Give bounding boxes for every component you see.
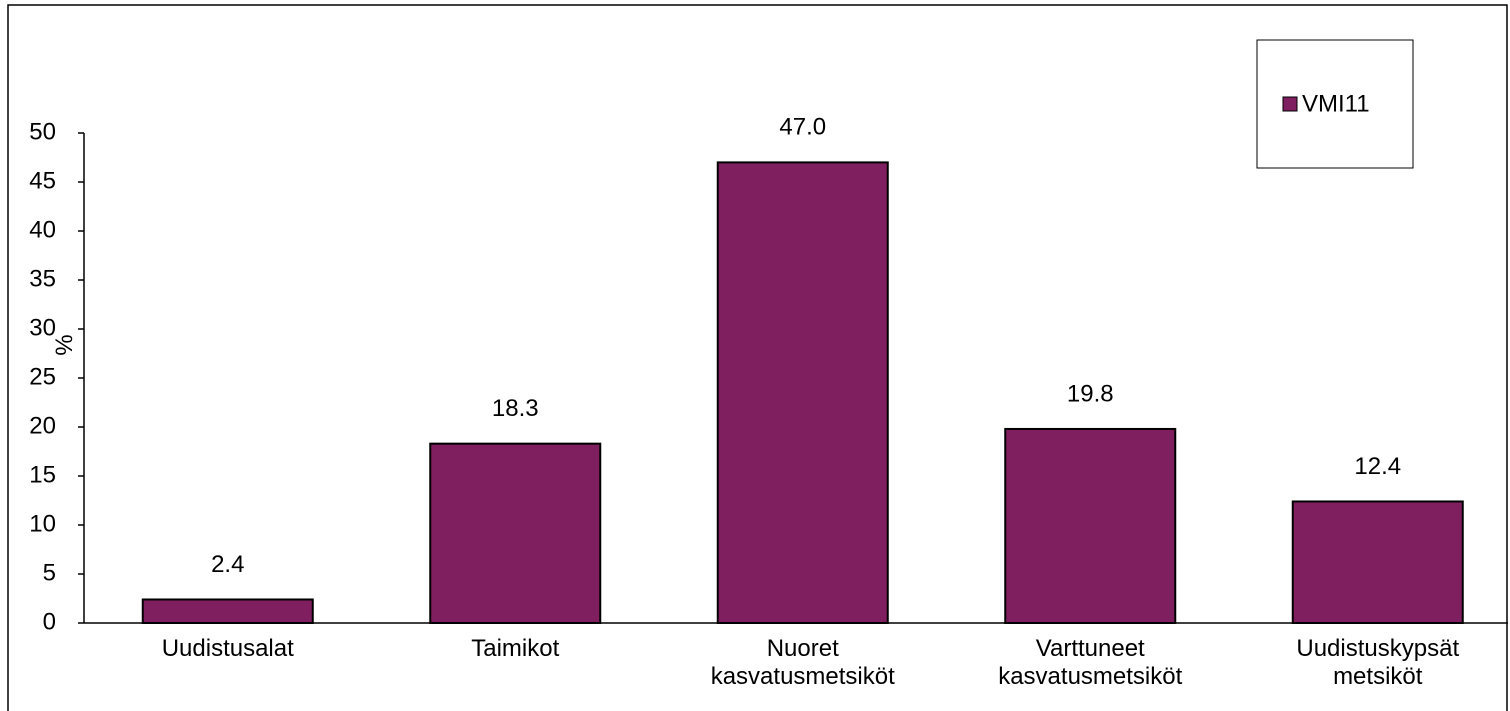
- legend-label: VMI11: [1302, 90, 1370, 117]
- data-label: 19.8: [1067, 380, 1114, 407]
- bar: [429, 442, 602, 624]
- y-tick-label: 10: [29, 510, 56, 537]
- legend-swatch: [1282, 96, 1298, 112]
- y-tick-label: 25: [29, 363, 56, 390]
- frame: [7, 4, 1508, 711]
- y-tick-label: 0: [43, 608, 56, 635]
- y-tick-label: 40: [29, 216, 56, 243]
- x-tick-label: Nuoret kasvatusmetsiköt: [710, 635, 895, 690]
- y-tick-label: 50: [29, 118, 56, 145]
- y-tick-label: 30: [29, 314, 56, 341]
- bar: [141, 598, 314, 624]
- x-tick-label: Varttuneet kasvatusmetsiköt: [998, 635, 1183, 690]
- y-tick-label: 35: [29, 265, 56, 292]
- y-axis-label: %: [50, 334, 77, 355]
- x-tick-label: Uudistuskypsät metsiköt: [1296, 635, 1460, 690]
- data-label: 2.4: [211, 551, 244, 578]
- x-tick-label: Uudistusalat: [161, 635, 294, 662]
- y-tick-label: 15: [29, 461, 56, 488]
- bar: [1291, 500, 1464, 625]
- data-label: 18.3: [492, 395, 539, 422]
- bar: [716, 161, 889, 624]
- y-tick-label: 45: [29, 167, 56, 194]
- y-tick-label: 20: [29, 412, 56, 439]
- data-label: 47.0: [779, 114, 826, 141]
- x-tick-label: Taimikot: [471, 635, 560, 662]
- y-tick-label: 5: [43, 559, 56, 586]
- bar: [1004, 427, 1177, 624]
- data-label: 12.4: [1354, 453, 1401, 480]
